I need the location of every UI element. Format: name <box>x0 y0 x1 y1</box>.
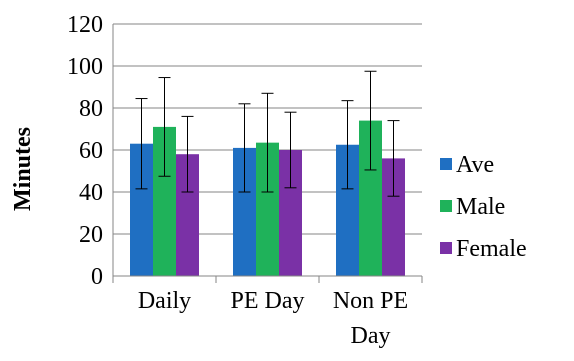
y-tick-label-120: 120 <box>67 12 103 38</box>
legend-swatch-female <box>440 242 452 254</box>
legend-swatch-ave <box>440 158 452 170</box>
y-tick-label-80: 80 <box>79 96 103 122</box>
y-axis-title: Minutes <box>10 127 36 211</box>
bar-ave-1 <box>233 147 256 276</box>
x-tick-label-1: PE Day <box>231 288 305 314</box>
y-tick-label-40: 40 <box>79 180 103 206</box>
bar-female-1 <box>279 150 302 276</box>
legend-label-female: Female <box>456 236 527 262</box>
bar-female-0 <box>176 154 199 276</box>
legend: Ave Male Female <box>440 152 527 262</box>
bars <box>130 120 405 277</box>
bar-male-1 <box>256 142 279 276</box>
tick-labels: 0 20 40 60 80 100 120 Daily PE Day Non PE Day <box>67 12 408 349</box>
axes <box>112 24 423 283</box>
y-tick-label-0: 0 <box>91 264 103 290</box>
bar-male-0 <box>153 126 176 277</box>
bar-ave-0 <box>130 143 153 276</box>
legend-swatch-male <box>440 200 452 212</box>
legend-label-ave: Ave <box>456 152 494 178</box>
y-tick-label-20: 20 <box>79 222 103 248</box>
bar-female-2 <box>382 158 405 276</box>
y-tick-label-100: 100 <box>67 54 103 80</box>
legend-label-male: Male <box>456 194 505 220</box>
error-bars <box>135 70 400 197</box>
bar-male-2 <box>359 120 382 276</box>
y-tick-label-60: 60 <box>79 138 103 164</box>
x-tick-label-0: Daily <box>138 288 191 314</box>
x-tick-label-2: Non PE Day <box>333 288 408 349</box>
bar-ave-2 <box>336 144 359 276</box>
